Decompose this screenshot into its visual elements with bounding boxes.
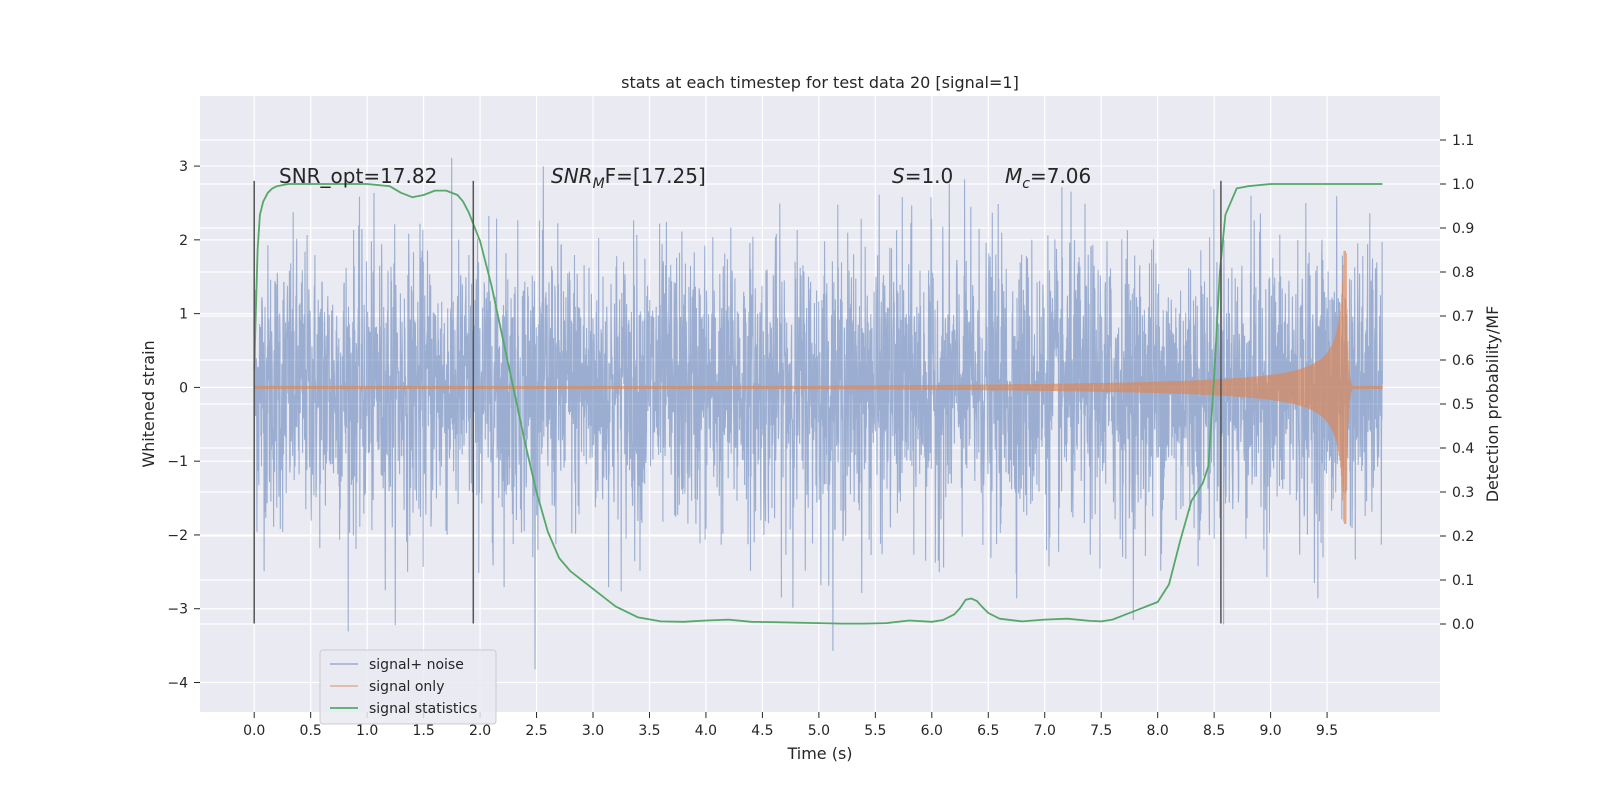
y-tick-label: −1	[167, 454, 188, 470]
mc-prefix: M	[1005, 164, 1022, 188]
x-tick-label: 1.5	[412, 723, 434, 739]
y2-tick-label: 1.0	[1452, 177, 1474, 193]
x-tick-label: 6.0	[921, 723, 943, 739]
x-tick-label: 5.0	[808, 723, 830, 739]
legend: signal+ noise signal only signal statist…	[319, 649, 497, 725]
y2-tick-label: 0.2	[1452, 529, 1474, 545]
s-suffix: =1.0	[905, 164, 954, 188]
y-tick-label: −3	[167, 602, 188, 618]
series-signal-only	[253, 250, 1383, 524]
y-tick-labels: 3 2 1 0 −1 −2 −3 −4	[167, 159, 200, 691]
y2-tick-label: 0.1	[1452, 573, 1474, 589]
annotation-snr-opt: SNR_opt=17.82	[279, 164, 437, 188]
x-tick-label: 6.5	[977, 723, 999, 739]
y-axis-label: Whitened strain	[139, 340, 158, 467]
mc-sub: c	[1022, 176, 1030, 192]
y2-tick-label: 0.9	[1452, 221, 1474, 237]
x-tick-label: 0.0	[243, 723, 265, 739]
vertical-lines	[253, 180, 1222, 624]
y-tick-label: 3	[179, 159, 188, 175]
y-tick-label: −4	[167, 675, 188, 691]
x-tick-label: 3.5	[638, 723, 660, 739]
x-tick-label: 4.5	[751, 723, 773, 739]
chart-title: stats at each timestep for test data 20 …	[621, 73, 1019, 92]
x-tick-label: 0.5	[300, 723, 322, 739]
snr-mf-sub: M	[593, 176, 605, 192]
s-prefix: S	[892, 164, 905, 188]
data-layer	[253, 157, 1383, 670]
x-tick-label: 7.0	[1034, 723, 1056, 739]
annotation-s: S=1.0	[892, 164, 953, 188]
y-tick-label: 1	[179, 307, 188, 323]
x-tick-label: 7.5	[1090, 723, 1112, 739]
x-tick-label: 2.0	[469, 723, 491, 739]
y-tick-label: 0	[179, 380, 188, 396]
y2-tick-label: 0.4	[1452, 441, 1474, 457]
y2-tick-label: 0.5	[1452, 397, 1474, 413]
y2-tick-label: 0.6	[1452, 353, 1474, 369]
y2-tick-labels: 1.1 1.0 0.9 0.8 0.7 0.6 0.5 0.4 0.3 0.2 0.1 0.0	[1440, 133, 1474, 633]
y2-tick-label: 0.8	[1452, 265, 1474, 281]
series-signal-statistics	[253, 183, 1383, 625]
legend-label-signal-only: signal only	[369, 679, 444, 695]
mc-suffix: =7.06	[1030, 164, 1091, 188]
snr-mf-suffix: F=[17.25]	[605, 164, 706, 188]
x-tick-label: 1.0	[356, 723, 378, 739]
y2-axis-label: Detection probability/MF	[1483, 306, 1502, 503]
legend-label-statistics: signal statistics	[369, 701, 477, 717]
y2-tick-label: 0.7	[1452, 309, 1474, 325]
y-tick-label: −2	[167, 528, 188, 544]
annotation-snr-mf: SNRMF=[17.25]	[551, 164, 706, 192]
y2-tick-label: 0.0	[1452, 617, 1474, 633]
x-tick-label: 9.5	[1316, 723, 1338, 739]
series-signal-noise	[253, 157, 1383, 670]
x-tick-label: 4.0	[695, 723, 717, 739]
legend-label-signal-noise: signal+ noise	[369, 657, 464, 673]
y-tick-label: 2	[179, 233, 188, 249]
x-tick-labels: 0.0 0.5 1.0 1.5 2.0 2.5 3.0 3.5 4.0 4.5 5.0 5.5 6.0 6…	[243, 712, 1338, 739]
x-axis-label: Time (s)	[786, 744, 852, 763]
annotation-mc: Mc=7.06	[1005, 164, 1091, 192]
snr-mf-prefix: SNR	[551, 164, 593, 188]
x-tick-label: 9.0	[1259, 723, 1281, 739]
x-tick-label: 2.5	[525, 723, 547, 739]
x-tick-label: 5.5	[864, 723, 886, 739]
x-tick-label: 8.0	[1147, 723, 1169, 739]
y2-tick-label: 1.1	[1452, 133, 1474, 149]
x-tick-label: 8.5	[1203, 723, 1225, 739]
x-tick-label: 3.0	[582, 723, 604, 739]
y2-tick-label: 0.3	[1452, 485, 1474, 501]
legend-box	[319, 649, 497, 725]
